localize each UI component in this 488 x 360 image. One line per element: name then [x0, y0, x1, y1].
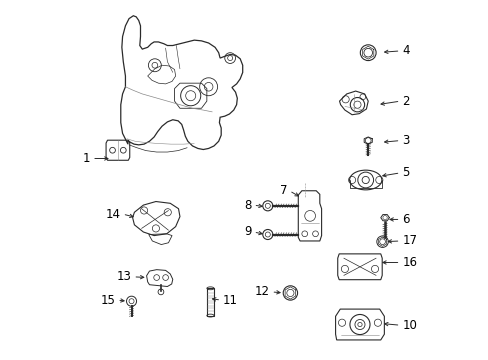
Text: 1: 1	[82, 152, 90, 165]
Text: 3: 3	[402, 134, 409, 147]
Text: 11: 11	[223, 294, 238, 307]
Text: 4: 4	[402, 44, 409, 57]
Text: 12: 12	[254, 285, 269, 298]
Text: 5: 5	[402, 166, 409, 179]
Text: 13: 13	[117, 270, 131, 283]
Text: 2: 2	[402, 95, 409, 108]
Text: 9: 9	[244, 225, 251, 238]
Text: 10: 10	[402, 319, 416, 332]
Text: 15: 15	[101, 294, 115, 307]
Text: 16: 16	[402, 256, 416, 269]
Text: 14: 14	[105, 208, 121, 221]
Text: 17: 17	[402, 234, 416, 247]
Text: 6: 6	[402, 213, 409, 226]
Text: 8: 8	[244, 199, 251, 212]
Text: 7: 7	[280, 184, 287, 197]
